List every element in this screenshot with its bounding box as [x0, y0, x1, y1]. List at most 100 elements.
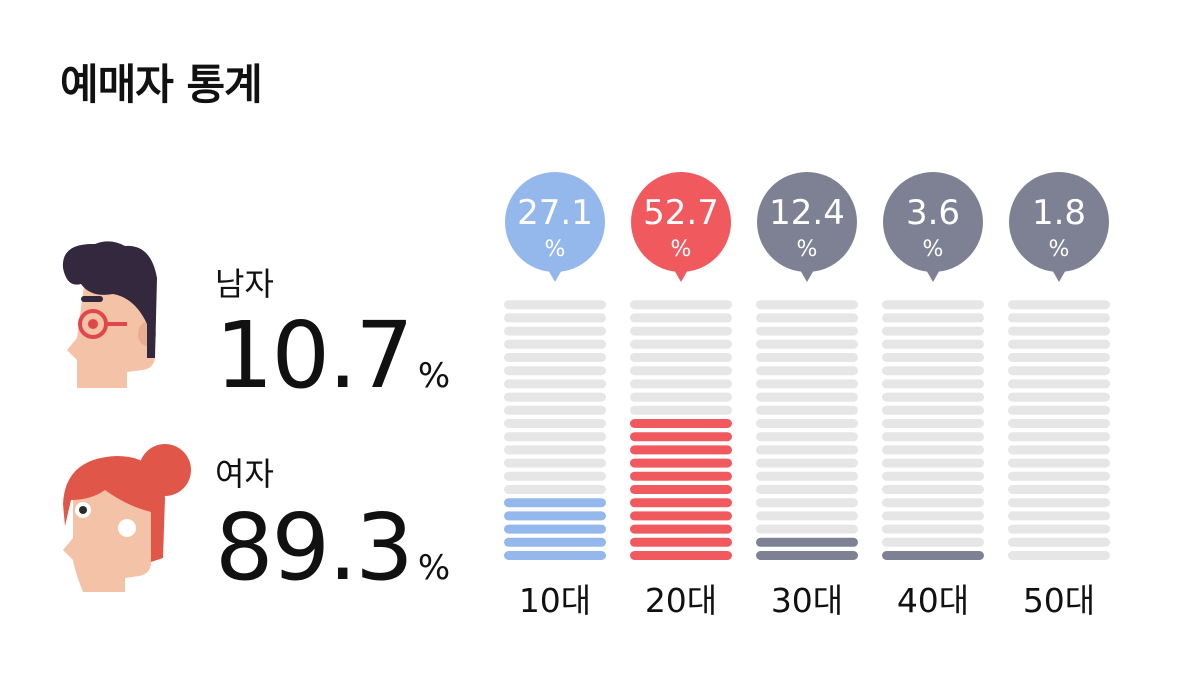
value-unit: % — [797, 237, 818, 262]
bar-segment-empty — [882, 300, 984, 310]
bar-segment-empty — [504, 445, 606, 455]
bar-segment-empty — [630, 313, 732, 323]
bar-segment-filled — [756, 551, 858, 560]
bar-segment-empty — [756, 339, 858, 349]
bar-segment-empty — [630, 366, 732, 376]
page-title: 예매자 통계 — [60, 60, 263, 109]
bar-segment-empty — [504, 339, 606, 349]
bar-segment-empty — [630, 339, 732, 349]
bar-segment-filled — [504, 537, 606, 547]
bar-segment-filled — [630, 485, 732, 494]
bar-segment-empty — [756, 445, 858, 455]
bar-segment-empty — [882, 379, 984, 389]
male-avatar-icon — [62, 241, 158, 388]
female-label: 여자 — [215, 455, 274, 493]
value-bubble — [883, 172, 983, 272]
female-avatar-icon — [63, 444, 191, 592]
bar-segment-filled — [882, 551, 984, 560]
bar-segment-filled — [504, 511, 606, 521]
bar-segment-empty — [1008, 458, 1110, 468]
value-unit: % — [545, 237, 566, 262]
male-unit: % — [417, 356, 451, 396]
bar-segment-empty — [882, 537, 984, 547]
bar-segment-empty — [756, 485, 858, 494]
bar-segment-empty — [1008, 485, 1110, 494]
bar-segment-empty — [756, 366, 858, 376]
bar-segment-filled — [630, 432, 732, 442]
value-unit: % — [923, 237, 944, 262]
bar-segment-empty — [1008, 432, 1110, 442]
bar-segment-filled — [630, 445, 732, 455]
bar-segment-empty — [756, 498, 858, 508]
bar-segment-empty — [504, 458, 606, 468]
value-bubble — [505, 172, 605, 272]
bar-segment-empty — [882, 392, 984, 402]
bar-segment-empty — [756, 300, 858, 310]
bar-segment-empty — [504, 419, 606, 428]
bar-segment-filled — [504, 524, 606, 534]
bar-segment-empty — [630, 326, 732, 336]
bar-segment-empty — [630, 392, 732, 402]
bar-segment-filled — [630, 511, 732, 521]
bar-segment-empty — [1008, 551, 1110, 560]
value-label: 3.6 — [906, 193, 960, 233]
bar-segment-empty — [630, 379, 732, 389]
bar-segment-empty — [756, 524, 858, 534]
bar-segment-empty — [1008, 498, 1110, 508]
value-label: 27.1 — [517, 193, 593, 233]
bar-segment-empty — [882, 485, 984, 494]
bar-segment-empty — [1008, 419, 1110, 428]
bar-segment-empty — [882, 419, 984, 428]
bar-segment-empty — [882, 471, 984, 481]
value-unit: % — [1049, 237, 1070, 262]
bar-segment-empty — [756, 392, 858, 402]
category-label: 10대 — [519, 581, 591, 620]
bar-segment-empty — [756, 419, 858, 428]
value-bubble — [757, 172, 857, 272]
bar-segment-empty — [1008, 537, 1110, 547]
bar-segment-empty — [504, 326, 606, 336]
male-label: 남자 — [215, 265, 274, 303]
bar-segment-empty — [504, 366, 606, 376]
bar-segment-empty — [1008, 392, 1110, 402]
female-unit: % — [417, 548, 451, 588]
bar-segment-filled — [630, 524, 732, 534]
category-label: 40대 — [897, 581, 969, 620]
bar-segment-filled — [630, 419, 732, 428]
bar-segment-empty — [1008, 339, 1110, 349]
bar-segment-empty — [1008, 366, 1110, 376]
value-label: 52.7 — [643, 193, 719, 233]
male-value: 10.7 — [215, 302, 414, 409]
bar-segment-empty — [882, 339, 984, 349]
male-stat: 남자 10.7% — [0, 238, 490, 402]
female-value: 89.3 — [215, 494, 414, 601]
bar-segment-empty — [1008, 300, 1110, 310]
bar-segment-empty — [756, 326, 858, 336]
female-percentage: 89.3% — [215, 502, 450, 594]
category-label: 20대 — [645, 581, 717, 620]
category-label: 30대 — [771, 581, 843, 620]
bar-segment-empty — [756, 432, 858, 442]
bar-segment-filled — [630, 498, 732, 508]
bar-segment-empty — [882, 353, 984, 362]
bar-segment-empty — [504, 405, 606, 415]
value-label: 1.8 — [1032, 193, 1086, 233]
bar-segment-empty — [882, 405, 984, 415]
bar-segment-empty — [756, 379, 858, 389]
bar-segment-empty — [756, 471, 858, 481]
bar-segment-empty — [1008, 353, 1110, 362]
bar-segment-empty — [630, 405, 732, 415]
bar-segment-empty — [882, 445, 984, 455]
bar-segment-empty — [1008, 445, 1110, 455]
bar-segment-empty — [756, 458, 858, 468]
bar-segment-filled — [630, 551, 732, 560]
bar-segment-filled — [756, 537, 858, 547]
bar-segment-empty — [504, 471, 606, 481]
bar-segment-empty — [1008, 511, 1110, 521]
bar-segment-empty — [882, 313, 984, 323]
bar-segment-empty — [504, 300, 606, 310]
bar-segment-empty — [882, 511, 984, 521]
bar-segment-empty — [1008, 524, 1110, 534]
bar-segment-empty — [882, 498, 984, 508]
bar-segment-empty — [756, 353, 858, 362]
